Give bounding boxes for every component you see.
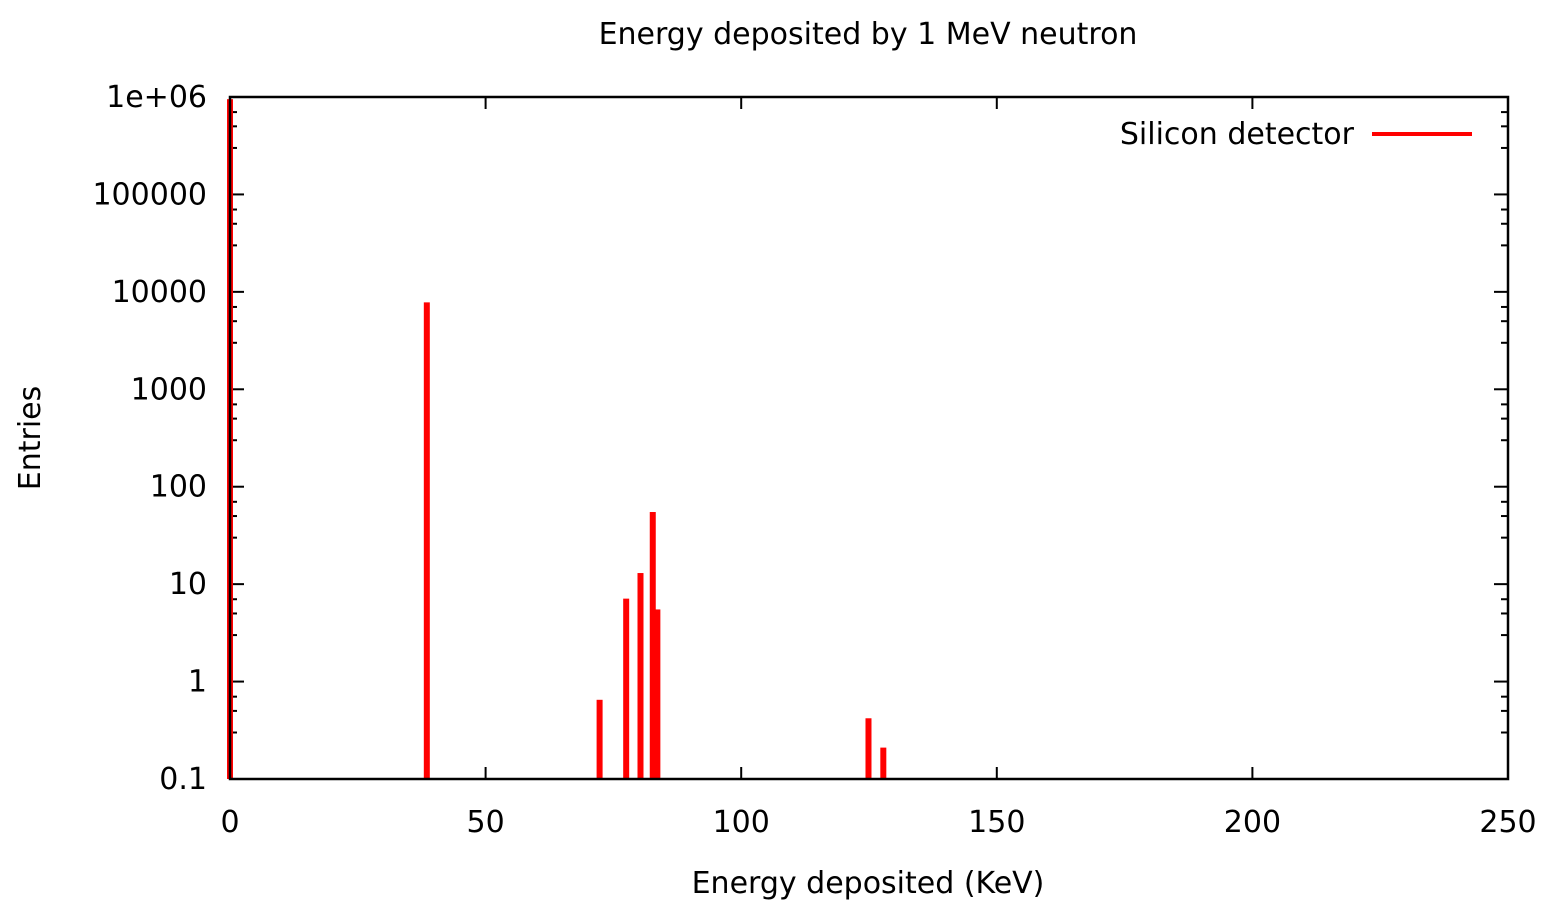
x-tick-label: 100 [713,805,770,840]
bar [423,302,430,779]
bar [637,573,644,779]
x-tick-label: 0 [220,805,239,840]
x-tick-label: 250 [1479,805,1536,840]
legend: Silicon detector [1120,117,1472,152]
y-tick-label: 1 [188,665,207,700]
bar [880,747,887,779]
bar [623,598,630,779]
y-tick-label: 100000 [92,177,207,212]
y-axis-label: Entries [13,386,48,491]
chart-title: Energy deposited by 1 MeV neutron [599,17,1138,52]
bar-series [227,99,887,780]
x-tick-label: 50 [467,805,505,840]
plot-frame [228,95,1510,781]
axis-ticks: 0 50 100 150 200 250 0.1 1 10 100 1000 10000 100000 1… [92,80,1536,840]
bar [865,718,872,779]
legend-label: Silicon detector [1120,117,1355,152]
bar [649,512,656,779]
y-tick-label: 0.1 [159,762,207,797]
y-tick-label: 10 [169,567,207,602]
y-tick-label: 1e+06 [106,80,207,115]
bar [596,699,603,779]
x-tick-label: 150 [968,805,1025,840]
x-tick-label: 200 [1224,805,1281,840]
bar [654,609,661,779]
y-tick-label: 100 [150,470,207,505]
y-tick-label: 10000 [112,275,207,310]
y-tick-label: 1000 [131,372,207,407]
x-axis-label: Energy deposited (KeV) [692,866,1045,901]
